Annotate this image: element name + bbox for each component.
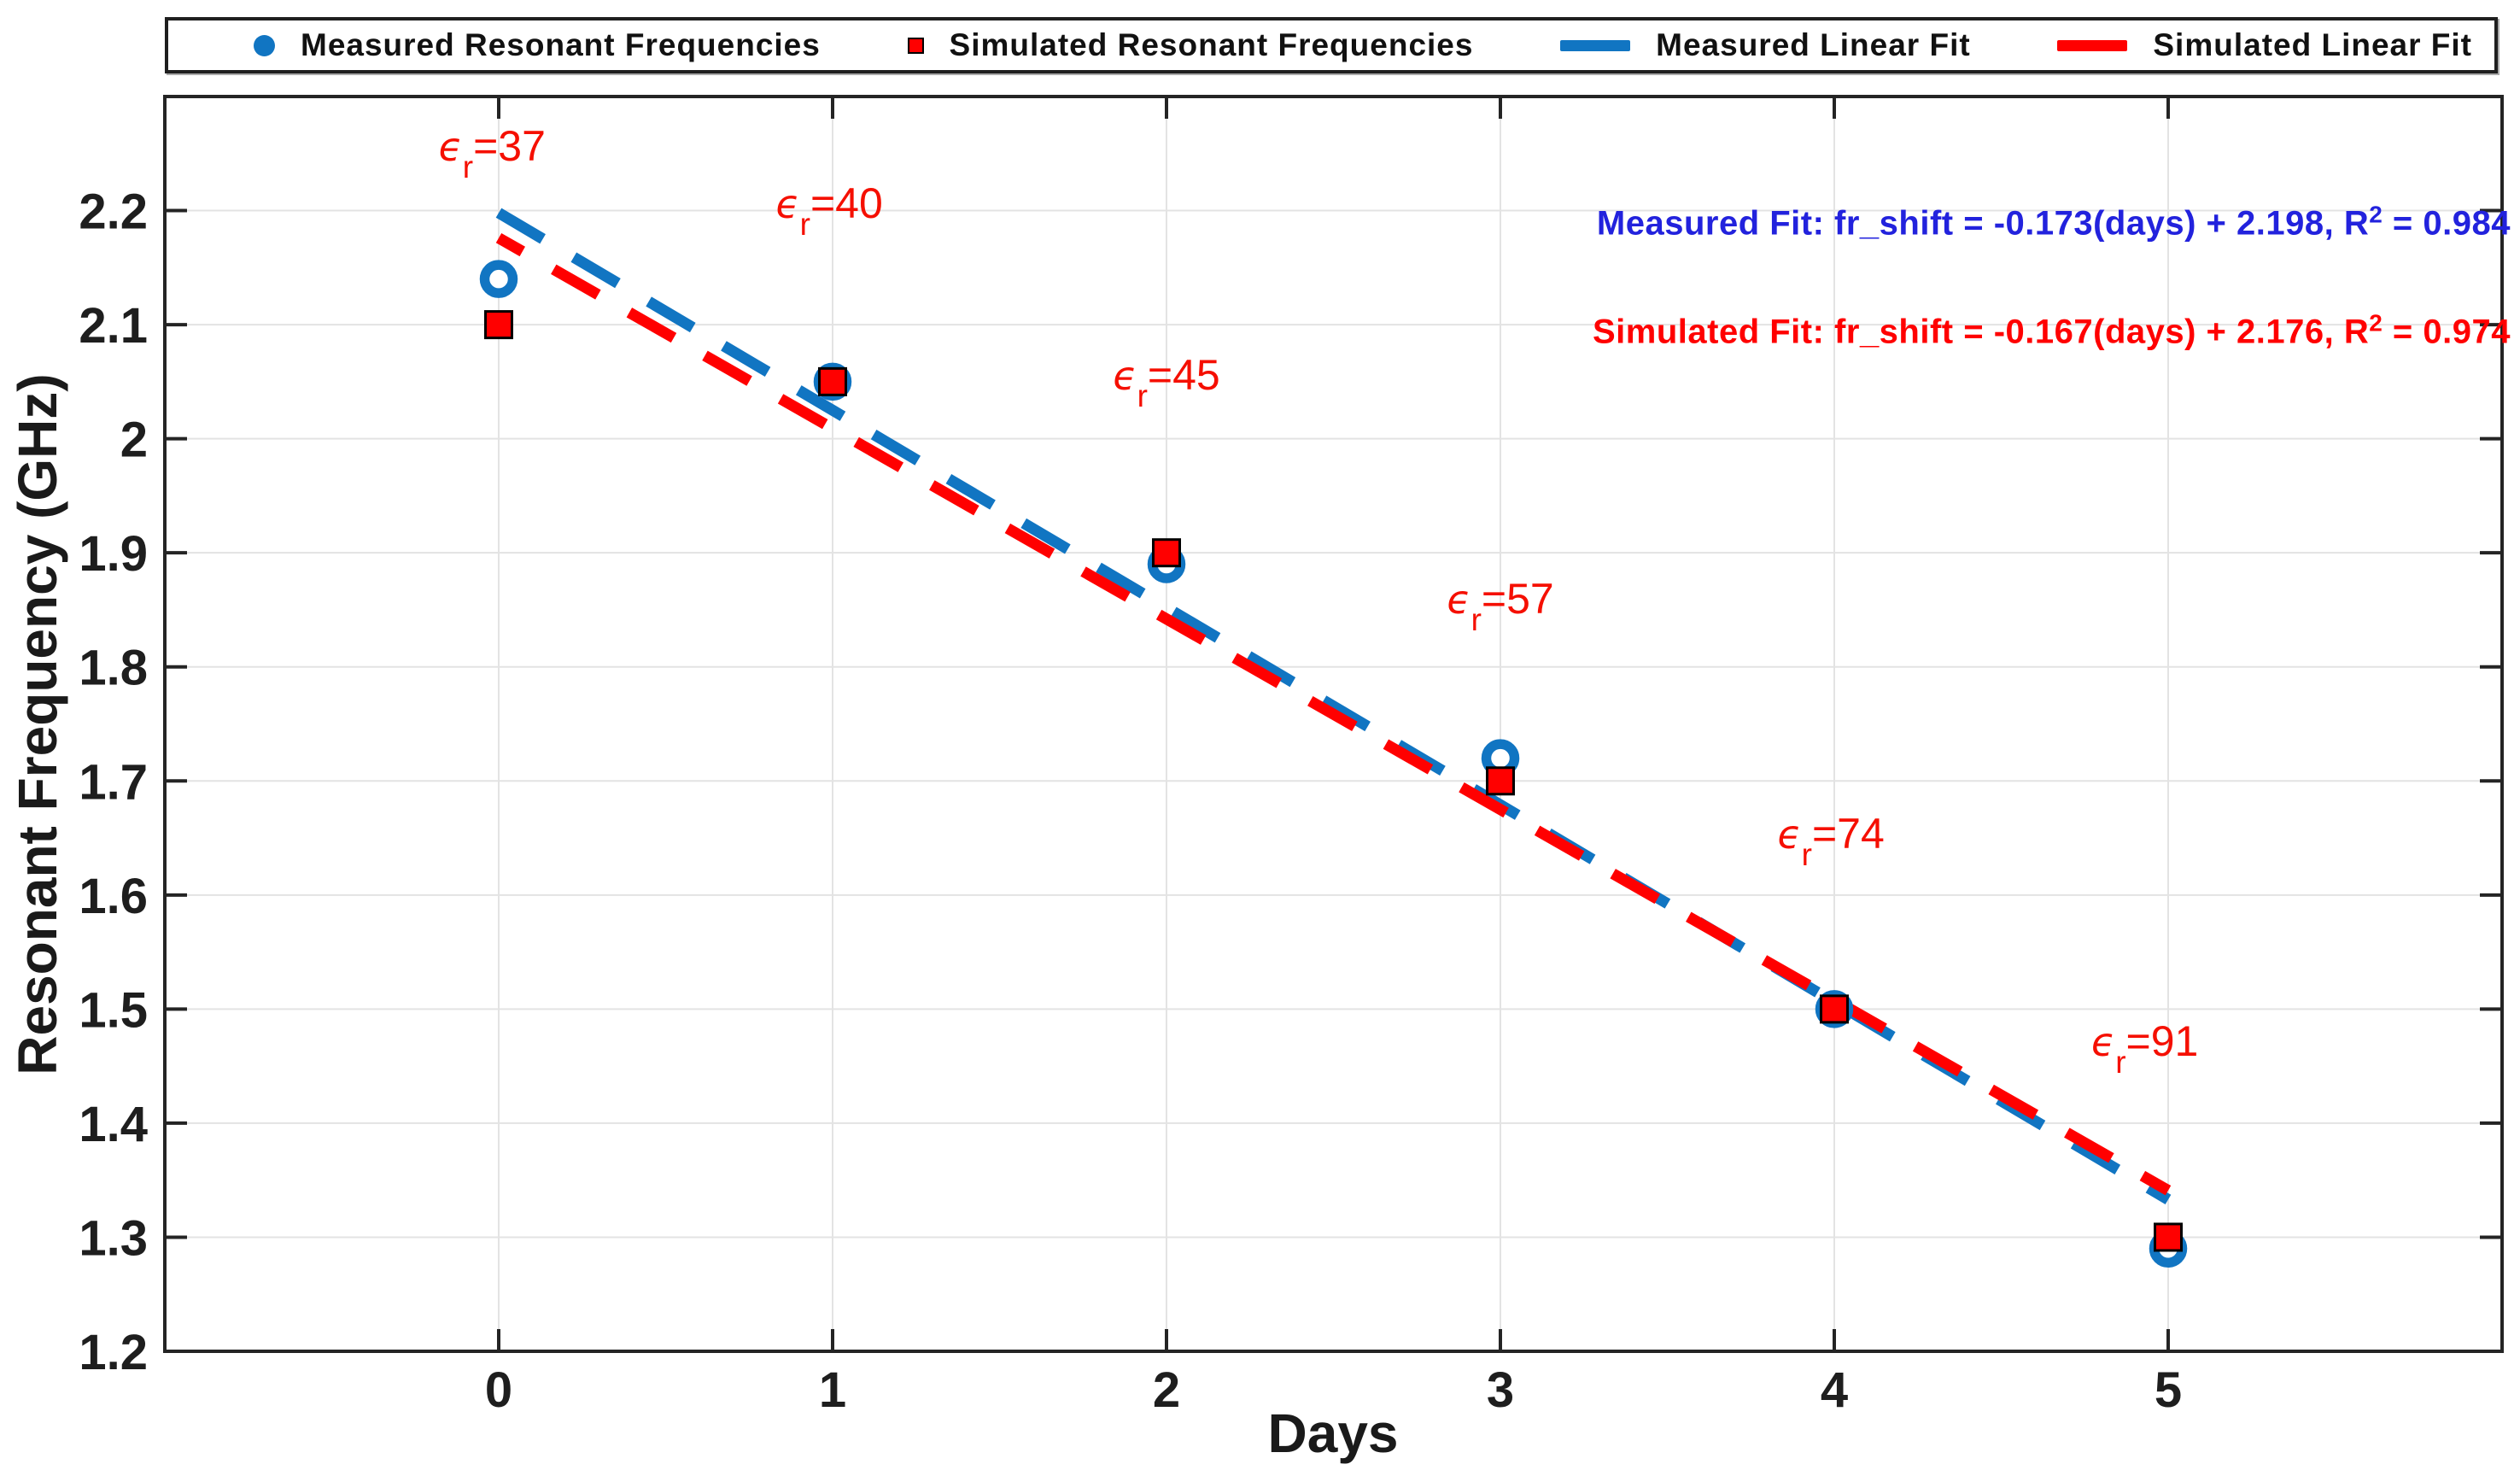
legend-item: Measured Resonant Frequencies (254, 27, 821, 63)
epsilon-point-label: ϵr=37 (438, 121, 546, 184)
legend-label: Simulated Linear Fit (2153, 27, 2472, 62)
simulated-data-point (1820, 994, 1849, 1024)
x-tick-label: 5 (2155, 1362, 2182, 1418)
axis-box (163, 95, 2504, 1353)
fit-equation-annotation: Measured Fit: fr_shift = -0.173(days) + … (1596, 201, 2511, 243)
y-tick-label: 2.2 (79, 184, 148, 240)
legend-square-marker-icon (907, 37, 924, 54)
x-axis-label: Days (1267, 1403, 1399, 1464)
y-axis-label: Resonant Frequency (GHz) (7, 373, 68, 1075)
simulated-data-point (484, 310, 513, 340)
simulated-data-point (818, 366, 847, 396)
simulated-data-point (1486, 766, 1515, 796)
legend: Measured Resonant Frequencies Simulated R… (165, 17, 2498, 73)
fit-equation-annotation: Simulated Fit: fr_shift = -0.167(days) +… (1592, 309, 2511, 351)
legend-item: Simulated Resonant Frequencies (907, 27, 1474, 63)
legend-label: Measured Linear Fit (1656, 27, 1971, 62)
legend-circle-marker-icon (254, 34, 275, 56)
y-tick-label: 2 (120, 413, 148, 468)
x-tick-label: 4 (1821, 1362, 1848, 1418)
y-tick-label: 1.9 (79, 526, 148, 582)
legend-label: Measured Resonant Frequencies (301, 27, 821, 62)
simulated-data-point (1152, 538, 1181, 568)
fit-line (495, 232, 2172, 1196)
epsilon-point-label: ϵr=91 (2090, 1017, 2199, 1081)
legend-item: Simulated Linear Fit (2057, 27, 2472, 63)
simulated-data-point (2154, 1222, 2183, 1252)
legend-label: Simulated Resonant Frequencies (949, 27, 1474, 62)
x-tick-label: 0 (485, 1362, 512, 1418)
y-tick-label: 1.4 (79, 1097, 148, 1152)
x-tick-label: 2 (1153, 1362, 1180, 1418)
epsilon-point-label: ϵr=40 (775, 179, 883, 242)
x-tick-label: 1 (819, 1362, 846, 1418)
x-tick-label: 3 (1487, 1362, 1514, 1418)
y-tick-label: 1.2 (79, 1325, 148, 1380)
y-tick-label: 2.1 (79, 298, 148, 354)
epsilon-point-label: ϵr=74 (1777, 810, 1885, 873)
y-tick-label: 1.8 (79, 641, 148, 696)
measured-data-point (479, 260, 518, 298)
legend-dash-marker-icon (1560, 39, 1631, 51)
y-tick-label: 1.3 (79, 1210, 148, 1266)
y-tick-label: 1.5 (79, 982, 148, 1038)
legend-item: Measured Linear Fit (1560, 27, 1971, 63)
epsilon-point-label: ϵr=45 (1113, 351, 1220, 414)
fit-line (495, 208, 2172, 1204)
legend-dash-marker-icon (2057, 39, 2128, 51)
epsilon-point-label: ϵr=57 (1447, 574, 1554, 637)
y-tick-label: 1.6 (79, 869, 148, 924)
y-tick-label: 1.7 (79, 754, 148, 810)
